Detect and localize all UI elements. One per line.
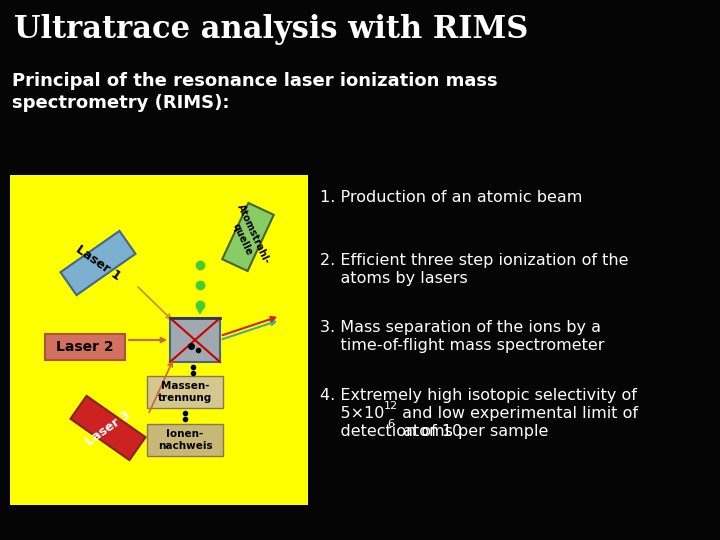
Text: Massen-
trennung: Massen- trennung (158, 381, 212, 403)
Text: 12: 12 (384, 401, 398, 411)
Text: Ultratrace analysis with RIMS: Ultratrace analysis with RIMS (14, 14, 528, 45)
Text: 2. Efficient three step ionization of the: 2. Efficient three step ionization of th… (320, 253, 629, 268)
Text: Ionen-
nachweis: Ionen- nachweis (158, 429, 212, 451)
FancyBboxPatch shape (45, 334, 125, 360)
Text: time-of-flight mass spectrometer: time-of-flight mass spectrometer (320, 338, 605, 353)
Text: and low experimental limit of: and low experimental limit of (397, 406, 638, 421)
FancyBboxPatch shape (71, 396, 145, 460)
Text: Laser 3: Laser 3 (84, 408, 132, 448)
Text: 4. Extremely high isotopic selectivity of: 4. Extremely high isotopic selectivity o… (320, 388, 637, 403)
Text: Principal of the resonance laser ionization mass: Principal of the resonance laser ionizat… (12, 72, 498, 90)
Text: Laser 2: Laser 2 (56, 340, 114, 354)
FancyBboxPatch shape (147, 376, 223, 408)
Bar (10, 175, 308, 505)
Text: spectrometry (RIMS):: spectrometry (RIMS): (12, 94, 230, 112)
Text: atoms by lasers: atoms by lasers (320, 271, 468, 286)
Text: Atomstrahl-
quelle: Atomstrahl- quelle (225, 203, 271, 271)
Text: 5×10: 5×10 (320, 406, 384, 421)
FancyBboxPatch shape (147, 424, 223, 456)
Text: 1. Production of an atomic beam: 1. Production of an atomic beam (320, 190, 582, 205)
Text: Laser 1: Laser 1 (73, 243, 123, 283)
Text: 6: 6 (387, 419, 394, 429)
Text: atoms per sample: atoms per sample (398, 424, 549, 439)
FancyBboxPatch shape (60, 231, 135, 295)
FancyBboxPatch shape (222, 203, 274, 271)
Bar (170, 318, 220, 362)
Text: 3. Mass separation of the ions by a: 3. Mass separation of the ions by a (320, 320, 601, 335)
Text: detection of 10: detection of 10 (320, 424, 462, 439)
